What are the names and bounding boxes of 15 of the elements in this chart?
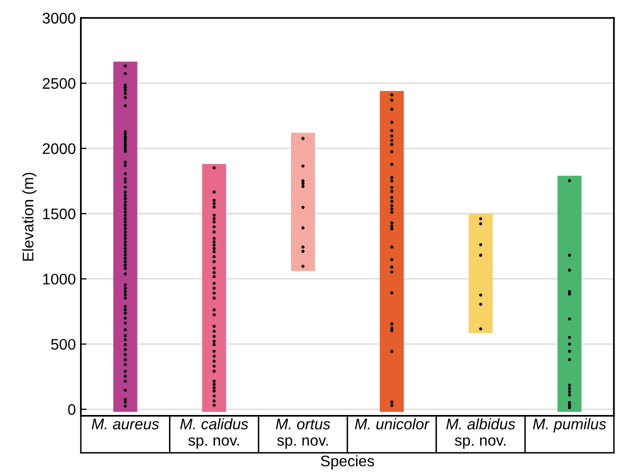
y-tick-label: 3000 bbox=[42, 12, 76, 24]
x-tick-label: M. ortus sp. nov. bbox=[276, 418, 330, 449]
y-tick-label: 500 bbox=[51, 338, 76, 350]
y-axis-title: Elevation (m) bbox=[22, 172, 36, 261]
y-tick-label: 0 bbox=[68, 404, 76, 415]
y-tick-label: 2000 bbox=[42, 143, 76, 154]
x-tick-label: M. pumilus bbox=[533, 418, 606, 432]
y-tick-label: 1000 bbox=[43, 274, 76, 285]
y-tick-label: 1500 bbox=[43, 208, 76, 220]
x-tick-label: M. albidus sp. nov. bbox=[446, 418, 516, 449]
x-axis-title: Species bbox=[320, 455, 374, 470]
x-tick-label: M. calidus sp. nov. bbox=[180, 418, 248, 449]
y-tick-label: 2500 bbox=[42, 78, 76, 89]
x-tick-label: M. unicolor bbox=[354, 418, 430, 430]
x-tick-label: M. aureus bbox=[92, 418, 159, 430]
